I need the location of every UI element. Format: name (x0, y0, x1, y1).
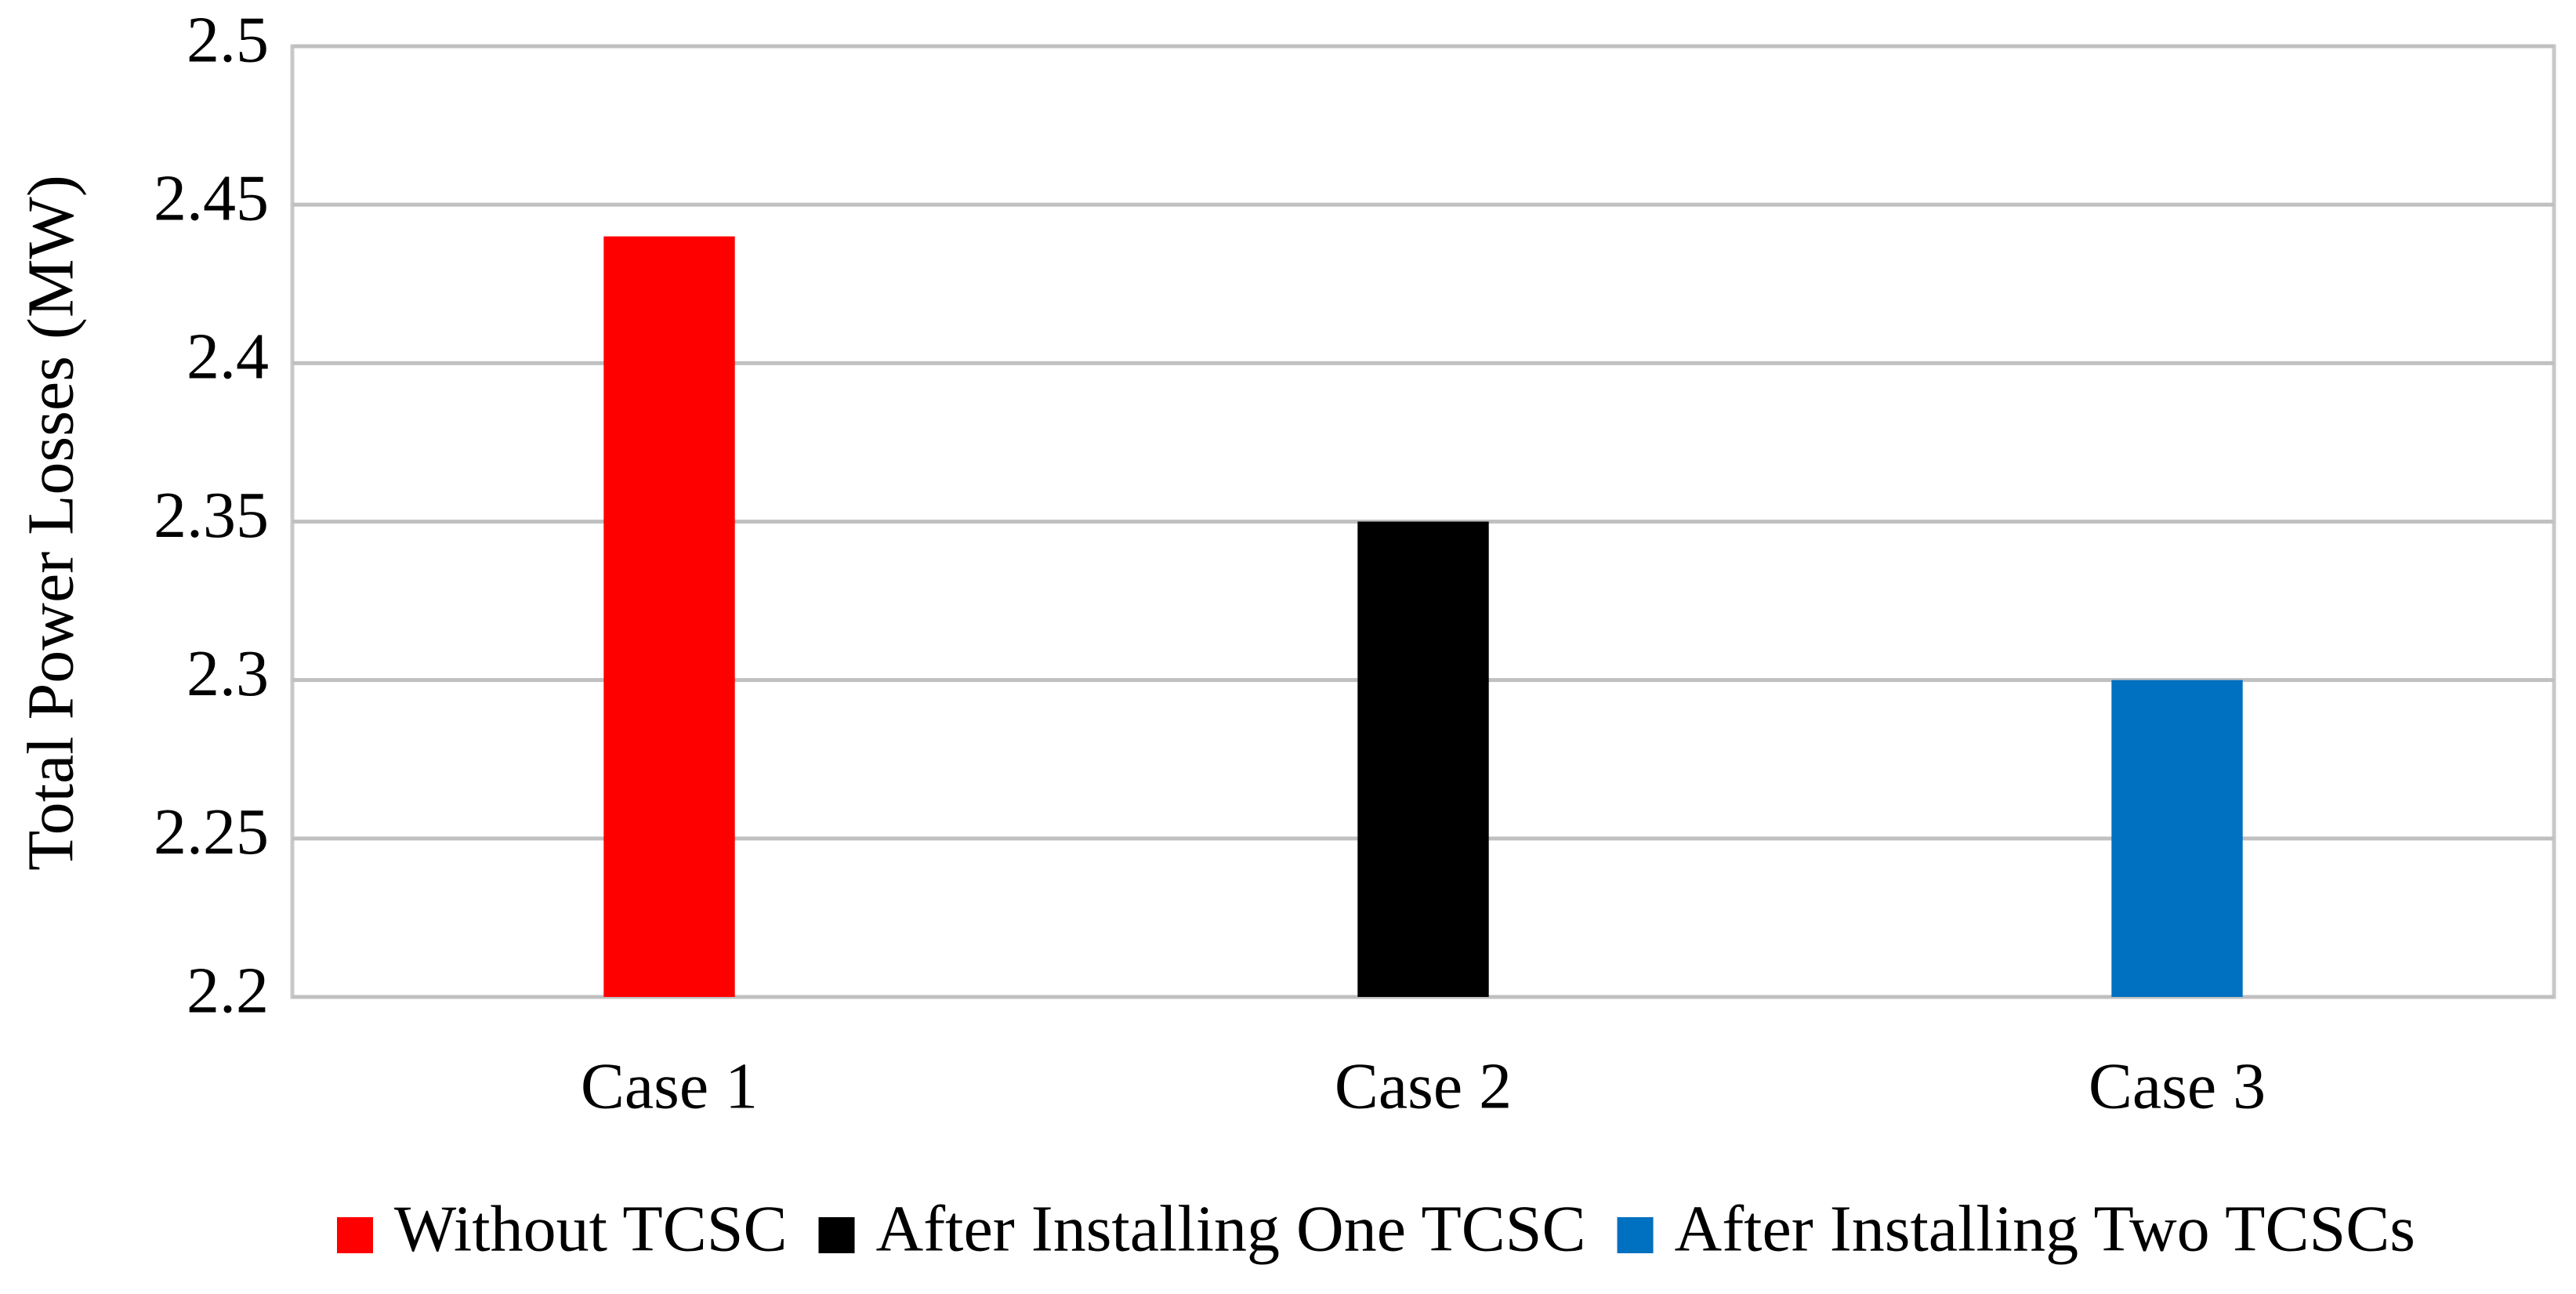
y-tick-label: 2.45 (154, 161, 269, 234)
y-tick-label: 2.25 (154, 796, 269, 868)
y-tick-label: 2.3 (187, 637, 269, 710)
bar (603, 236, 735, 998)
x-tick-label: Case 1 (581, 1049, 758, 1122)
y-tick-label: 2.2 (187, 954, 269, 1027)
bar (1357, 521, 1489, 997)
legend-label: After Installing Two TCSCs (1675, 1192, 2415, 1265)
y-axis-title: Total Power Losses (MW) (14, 175, 87, 871)
legend-label: Without TCSC (394, 1192, 788, 1265)
y-tick-label: 2.35 (154, 479, 269, 552)
x-tick-label: Case 2 (1335, 1049, 1512, 1122)
legend-swatch (1617, 1217, 1654, 1253)
legend-label: After Installing One TCSC (876, 1192, 1586, 1265)
legend-swatch (818, 1217, 855, 1253)
legend-swatch (337, 1217, 373, 1253)
x-tick-label: Case 3 (2089, 1049, 2266, 1122)
y-tick-label: 2.5 (187, 3, 269, 76)
y-tick-label: 2.4 (187, 321, 269, 393)
bar (2111, 680, 2243, 997)
